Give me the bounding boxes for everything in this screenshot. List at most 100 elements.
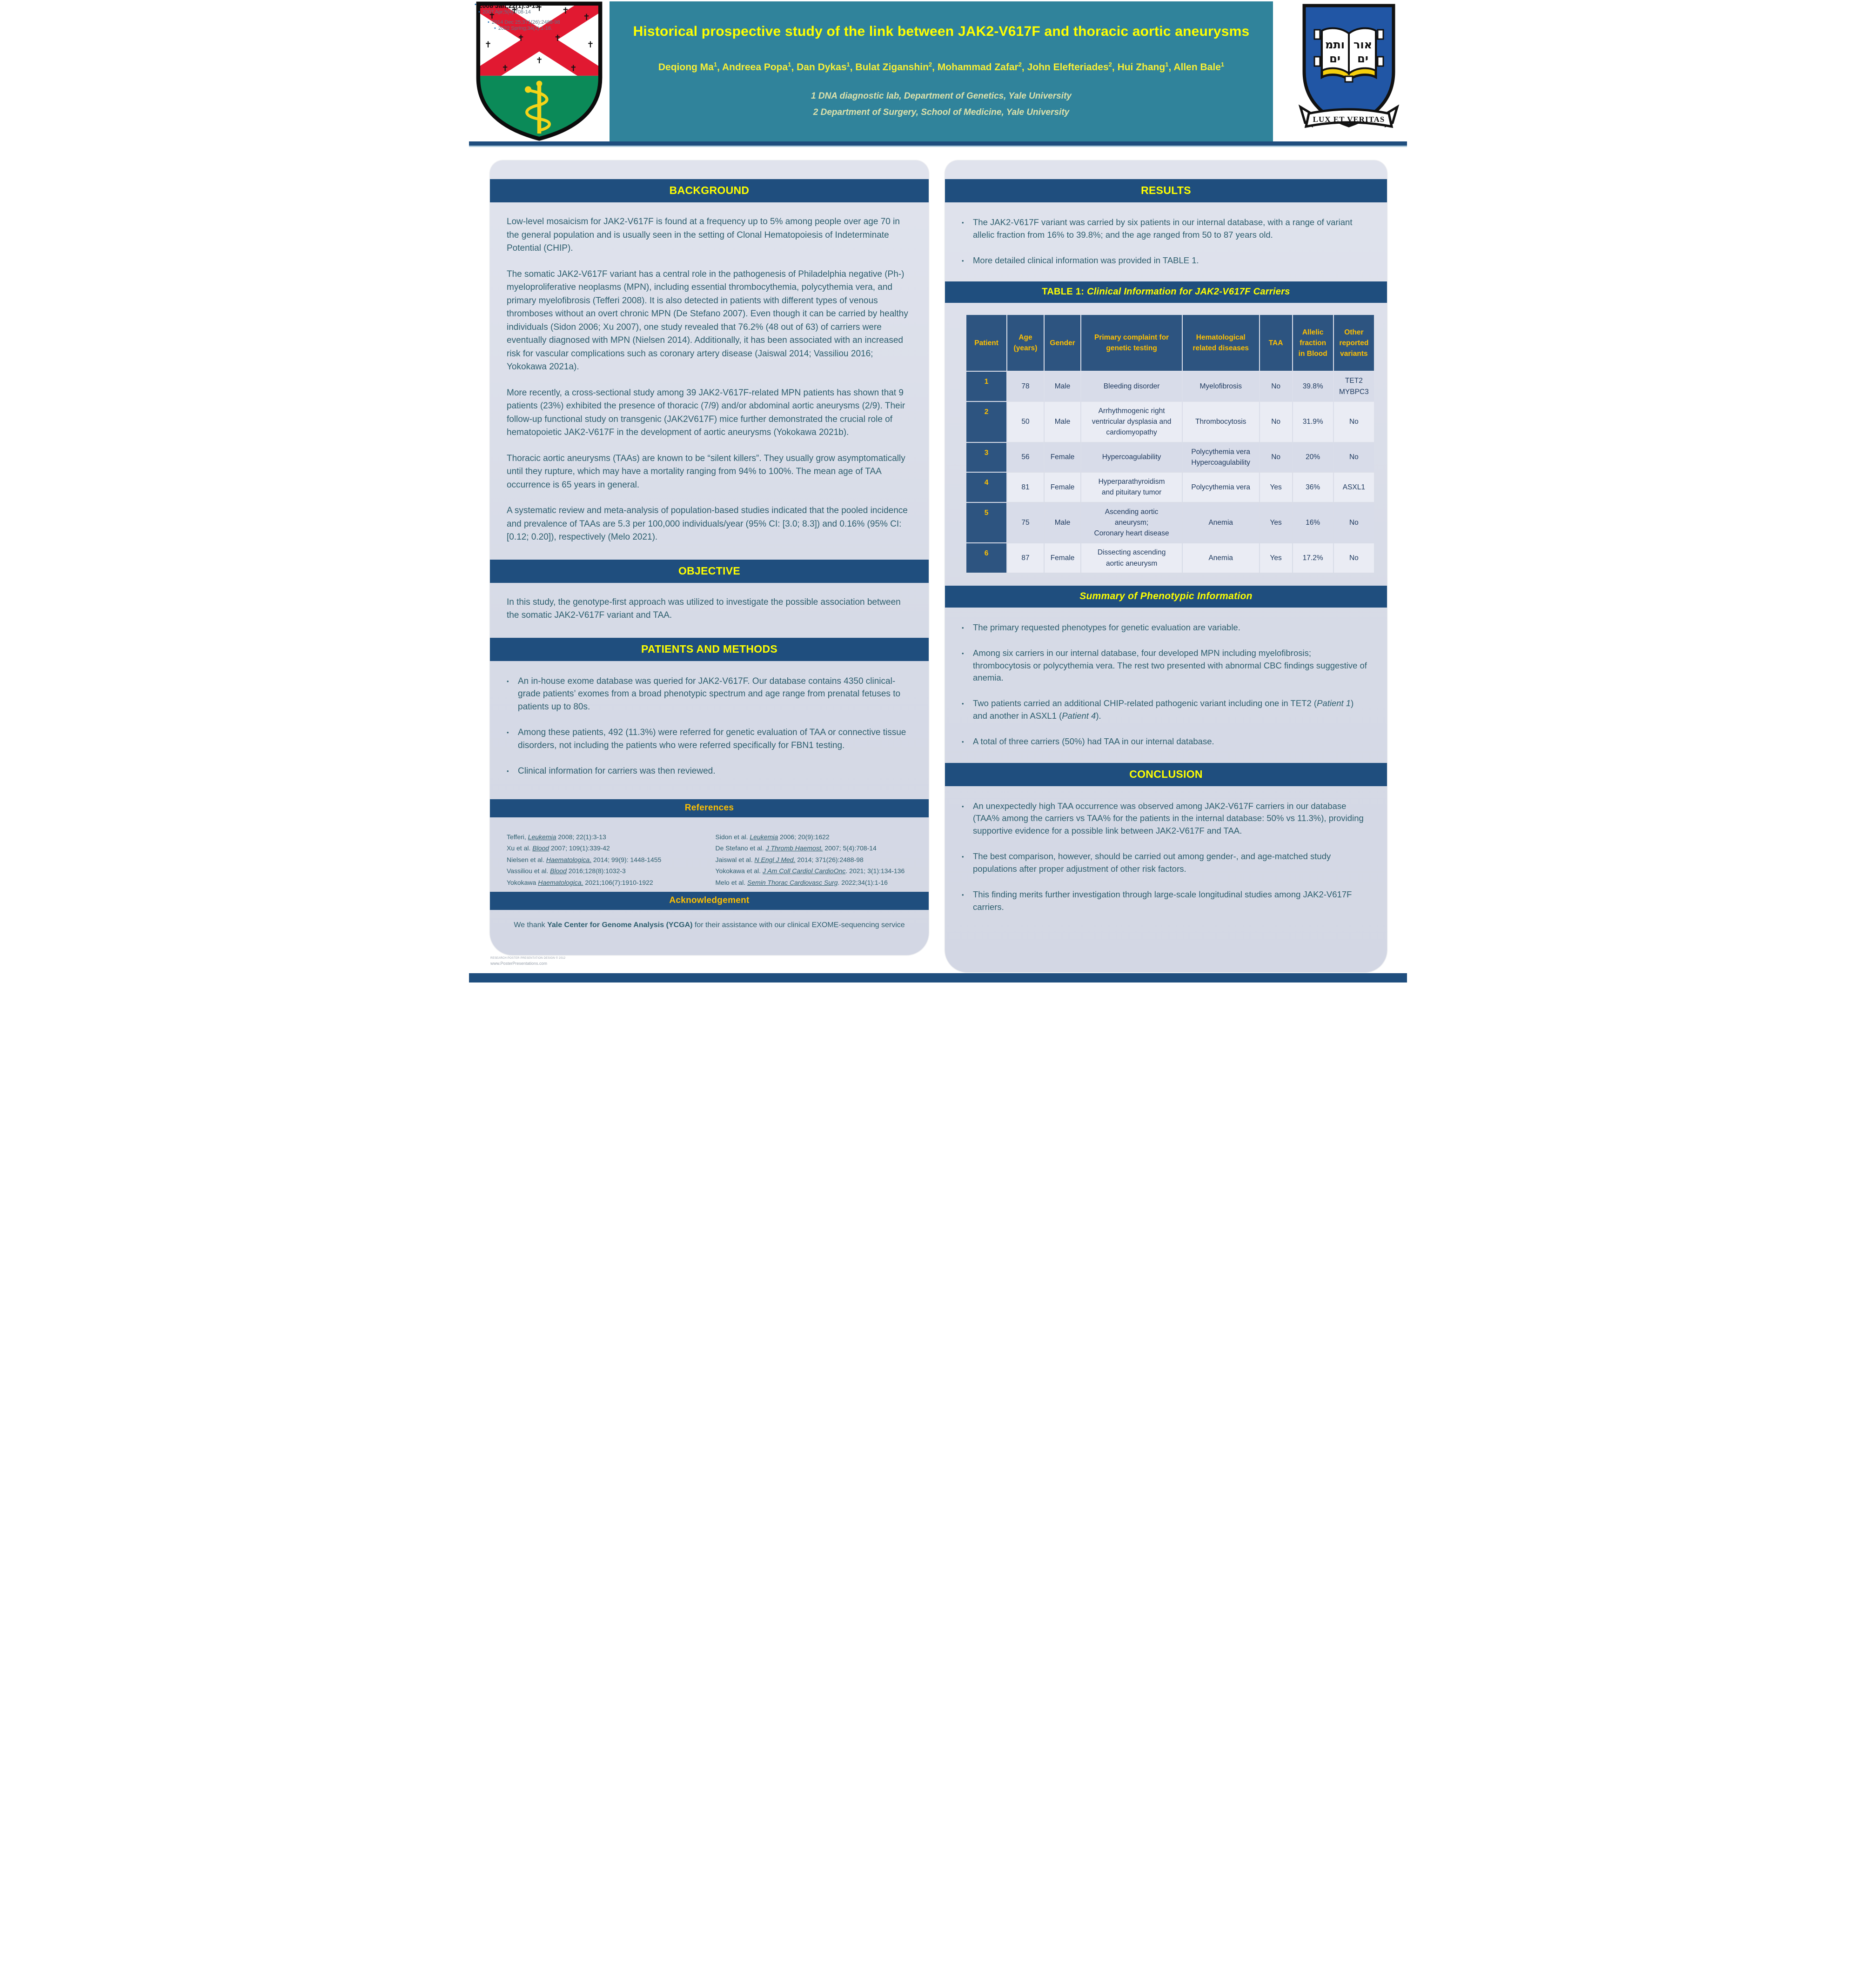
results-bullets: • The JAK2-V617F variant was carried by s… [945,202,1387,281]
section-header-objective: OBJECTIVE [490,559,929,583]
references-left-column: Tefferi, Leukemia 2008; 22(1):3-13 Xu et… [507,831,704,889]
list-item: • Among six carriers in our internal data… [962,647,1370,684]
open-book: אור ים ותמ ים [1313,27,1384,83]
author: Andreea Popa1, [722,61,797,73]
svg-text:✝: ✝ [511,6,518,16]
section-header-results: RESULTS [945,179,1387,202]
table-header-row: Patient Age (years) Gender Primary compl… [966,315,1374,371]
reference: Melo et al. Semin Thorac Cardiovasc Surg… [715,878,888,886]
section-header-acknowledgement: Acknowledgement [490,892,929,910]
bullet-icon: • [962,219,964,226]
yale-university-shield-icon: אור ים ותמ ים LUX ET VERITAS [1298,4,1400,128]
stray-citation: • 2022 Spring;34(1):1-16. [494,26,553,32]
svg-text:✝: ✝ [517,33,524,43]
footer-bar [469,973,1407,982]
lux-et-veritas-banner: LUX ET VERITAS [1298,104,1400,128]
column-header: Allelic fraction in Blood [1293,315,1333,371]
bullet-icon: • [507,768,509,775]
author: Bulat Ziganshin2, [855,61,938,73]
column-header: Hematological related diseases [1182,315,1259,371]
section-header-conclusion: CONCLUSION [945,762,1387,786]
svg-text:✝: ✝ [554,33,561,43]
column-header: Other reported variants [1333,315,1374,371]
section-header-references: References [490,799,929,817]
list-item: • A total of three carriers (50%) had TAA… [962,735,1370,748]
bullet-icon: • [475,2,476,7]
section-header-background: BACKGROUND [490,179,929,202]
author: Allen Bale1 [1173,61,1225,73]
svg-text:✝: ✝ [489,11,496,21]
bullet-icon: • [478,9,480,15]
author: Mohammad Zafar2, [937,61,1027,73]
references-list: Tefferi, Leukemia 2008; 22(1):3-13 Xu et… [490,817,929,892]
stray-citation: • 2014 Dec 25;371(26):2488-98 [488,20,560,26]
section-header-summary: Summary of Phenotypic Information [945,585,1387,608]
list-item: • An in-house exome database was queried … [507,675,912,714]
stray-citation: • 2008 Jan;22(1):3-13. [475,2,541,9]
reference: Sidon et al. Leukemia 2006; 20(9):1622 [715,833,830,841]
svg-text:✝: ✝ [570,64,577,74]
bullet-icon: • [962,738,964,745]
table-row: 1 78 Male Bleeding disorder Myelofibrosis No 3… [966,372,1374,401]
reference: De Stefano et al. J Thromb Haemost. 2007… [715,844,877,852]
author: Dan Dykas1, [797,61,856,73]
header-banner: Historical prospective study of the link… [610,1,1273,141]
table-row: 2 50 Male Arrhythmogenic right ventricular … [966,401,1374,442]
list-item: • The best comparison, however, should be… [962,850,1370,876]
left-column-panel: BACKGROUND Low-level mosaicism for JAK2-… [490,160,929,955]
yale-medicine-crest-icon: ✝ ✝ ✝ ✝ ✝ ✝ ✝ ✝ ✝ ✝ ✝ ✝ [476,1,603,141]
column-header: TAA [1260,315,1292,371]
table-row: 6 87 Female Dissecting ascending aortic ane… [966,543,1374,573]
svg-text:✝: ✝ [536,3,543,13]
reference: Yokokawa Haematologica. 2021;106(7):1910… [507,878,653,886]
bullet-icon: • [488,20,489,26]
clinical-table-wrapper: Patient Age (years) Gender Primary compl… [945,303,1387,576]
bullet-icon: • [962,853,964,861]
objective-text: In this study, the genotype-first approa… [507,597,901,621]
bullet-icon: • [962,624,964,631]
list-item: • More detailed clinical information was … [962,254,1370,267]
background-paragraph: A systematic review and meta-analysis of… [507,506,908,542]
list-item: • Among these patients, 492 (11.3%) were … [507,726,912,752]
affiliation-1: 1 DNA diagnostic lab, Department of Gene… [811,91,1072,101]
stray-citation: • 2007 Apr;5(4):708-14 [478,9,531,15]
svg-text:ים: ים [1357,52,1368,65]
svg-text:אור: אור [1353,38,1372,51]
stray-citations: • 2008 Jan;22(1):3-13. • 2007 Apr;5(4):708… [475,2,560,32]
clinical-information-table: Patient Age (years) Gender Primary compl… [965,314,1375,574]
svg-text:✝: ✝ [536,56,543,66]
svg-text:✝: ✝ [484,40,491,50]
affiliation-2: 2 Department of Surgery, School of Medic… [813,107,1070,118]
background-text: Low-level mosaicism for JAK2-V617F is fo… [490,202,929,560]
background-paragraph: Thoracic aortic aneurysms (TAAs) are kno… [507,453,905,490]
svg-text:LUX ET VERITAS: LUX ET VERITAS [1313,115,1385,124]
bullet-icon: • [507,729,509,736]
reference: Vassiliou et al. Blood 2016;128(8):1032-… [507,867,626,875]
svg-text:ים: ים [1329,52,1340,65]
svg-text:ותמ: ותמ [1325,38,1345,51]
reference: Nielsen et al. Haematologica. 2014; 99(9… [507,856,662,863]
svg-text:✝: ✝ [502,64,509,74]
author: John Elefteriades2, [1027,61,1118,73]
summary-bullets: • The primary requested phenotypes for ge… [945,608,1387,763]
right-column-panel: RESULTS • The JAK2-V617F variant was carr… [945,160,1387,972]
poster-page: Historical prospective study of the link… [469,0,1407,982]
svg-text:✝: ✝ [583,13,590,22]
author: Hui Zhang1, [1117,61,1174,73]
header-divider [469,141,1407,146]
bullet-icon: • [962,891,964,898]
reference: Xu et al. Blood 2007; 109(1):339-42 [507,844,610,852]
table-row: 5 75 Male Ascending aortic aneurysm; Corona… [966,502,1374,543]
poster-template-credit: RESEARCH POSTER PRESENTATION DESIGN © 20… [490,957,566,966]
methods-bullets: • An in-house exome database was queried … [490,661,929,793]
svg-text:✝: ✝ [587,40,594,50]
references-right-column: Sidon et al. Leukemia 2006; 20(9):1622 D… [716,831,912,889]
acknowledgement-text: We thank Yale Center for Genome Analysis… [514,921,905,929]
list-item: • Clinical information for carriers was t… [507,765,912,778]
bullet-icon: • [962,700,964,708]
column-header: Age (years) [1007,315,1044,371]
list-item: • This finding merits further investigati… [962,889,1370,914]
affiliations: 1 DNA diagnostic lab, Department of Gene… [610,88,1273,120]
bullet-icon: • [962,649,964,657]
page-title: Historical prospective study of the link… [633,24,1250,39]
